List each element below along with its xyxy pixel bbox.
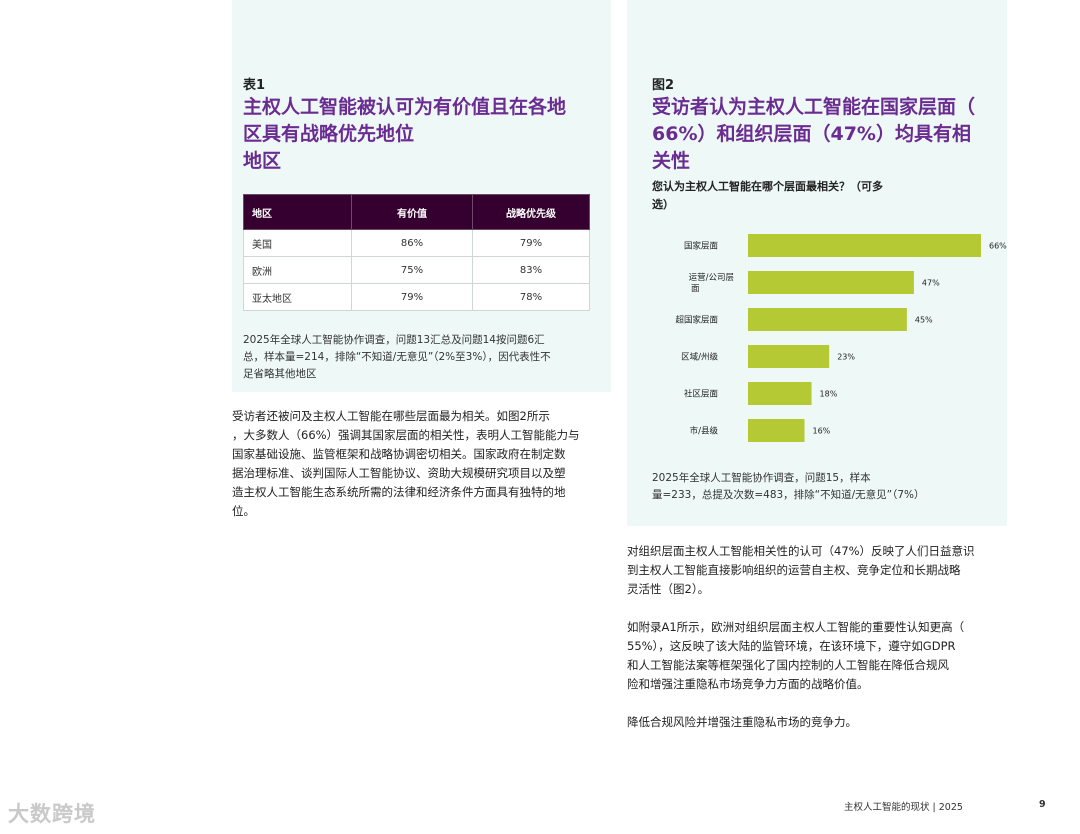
body-line: 受访者还被问及主权人工智能在哪些层面最为相关。如图2所示 [232, 409, 550, 423]
chart-bar [748, 382, 812, 405]
chart-bar [748, 308, 907, 331]
question-line: 您认为主权人工智能在哪个层面最相关？（可多 [652, 180, 883, 193]
chart-category-label: 超国家层面 [675, 315, 718, 326]
watermark-text: 大数跨境 [8, 802, 96, 826]
figure-title-line: 66%）和组织层面（47%）均具有相 [652, 123, 971, 145]
table-row: 亚太地区 79% 78% [243, 283, 590, 311]
chart-category-label: 社区层面 [684, 389, 719, 400]
body-line: ，大多数人（66%）强调其国家层面的相关性，表明人工智能能力与 [232, 428, 580, 442]
note-line: 总，样本量=214，排除“不知道/无意见”（2%至3%），因代表性不 [243, 351, 551, 363]
chart-bar [748, 234, 981, 257]
cell-region: 亚太地区 [243, 283, 352, 311]
table-row: 欧洲 75% 83% [243, 256, 590, 284]
page-number: 9 [1039, 799, 1046, 810]
chart-category-label: 国家层面 [684, 241, 719, 252]
region-table: 地区 有价值 战略优先级 美国 86% 79% 欧洲 75% 83% 亚太地区 … [243, 194, 590, 311]
note-line: 2025年全球人工智能协作调查，问题13汇总及问题14按问题6汇 [243, 334, 545, 346]
chart-value-label: 47% [922, 279, 940, 288]
body-line: 对组织层面主权人工智能相关性的认可（47%）反映了人们日益意识 [627, 544, 975, 558]
body-line: 如附录A1所示，欧洲对组织层面主权人工智能的重要性认知更高（ [627, 620, 965, 634]
footer-text: 主权人工智能的现状 | 2025 [844, 802, 963, 813]
body-line: 造主权人工智能生态系统所需的法律和经济条件方面具有独特的地 [232, 485, 566, 499]
chart-value-label: 16% [812, 427, 830, 436]
table-header-row: 地区 有价值 战略优先级 [243, 194, 590, 230]
cell-priority: 79% [472, 229, 590, 257]
table-label: 表1 [243, 78, 266, 93]
cell-region: 欧洲 [243, 256, 352, 284]
body-line: 到主权人工智能直接影响组织的运营自主权、竞争定位和长期战略 [627, 563, 961, 577]
figure-title-line: 受访者认为主权人工智能在国家层面（ [652, 96, 976, 118]
cell-region: 美国 [243, 229, 352, 257]
figure-label: 图2 [652, 78, 675, 93]
figure-question: 您认为主权人工智能在哪个层面最相关？（可多 选） [652, 178, 883, 214]
chart-bar [748, 345, 830, 368]
table-title-line: 地区 [243, 150, 282, 172]
body-line: 位。 [232, 504, 255, 518]
bar-chart: 国家层面 66% 运营/公司层面 47% 超国家层面 45% 区域/州级 23% 社区层面 18%… [675, 234, 1007, 442]
figure-title: 受访者认为主权人工智能在国家层面（ 66%）和组织层面（47%）均具有相 关性 [652, 94, 975, 175]
table-source-note: 2025年全球人工智能协作调查，问题13汇总及问题14按问题6汇 总，样本量=2… [243, 332, 551, 383]
chart-value-label: 18% [820, 390, 838, 399]
note-line: 2025年全球人工智能协作调查，问题15，样本 [652, 472, 871, 484]
cell-priority: 83% [472, 256, 590, 284]
body-line: 险和增强注重隐私市场竞争力方面的战略价值。 [627, 677, 869, 691]
chart-category-label: 市/县级 [690, 426, 719, 437]
table-title-line: 主权人工智能被认可为有价值且在各地 [243, 96, 567, 118]
table-title-line: 区具有战略优先地位 [243, 123, 415, 145]
figure-panel [627, 0, 1007, 526]
header-priority: 战略优先级 [472, 194, 590, 230]
chart-value-label: 45% [915, 316, 933, 325]
cell-valuable: 79% [351, 283, 473, 311]
question-line: 选） [652, 198, 674, 211]
figure-source-note: 2025年全球人工智能协作调查，问题15，样本 量=233，总提及次数=483，… [652, 470, 925, 504]
chart-category-label: 运营/公司层面 [689, 272, 734, 294]
header-valuable: 有价值 [351, 194, 473, 230]
cell-priority: 78% [472, 283, 590, 311]
figure-title-line: 关性 [652, 150, 691, 172]
table-title: 主权人工智能被认可为有价值且在各地 区具有战略优先地位 地区 [243, 94, 566, 175]
cell-valuable: 86% [351, 229, 473, 257]
body-line: 国家基础设施、监管框架和战略协调密切相关。国家政府在制定数 [232, 447, 566, 461]
chart-category-label: 区域/州级 [681, 352, 718, 363]
right-body-p1: 对组织层面主权人工智能相关性的认可（47%）反映了人们日益意识 到主权人工智能直… [627, 542, 975, 599]
chart-value-label: 23% [837, 353, 855, 362]
chart-bar [748, 271, 914, 294]
body-line: 降低合规风险并增强注重隐私市场的竞争力。 [627, 715, 857, 729]
right-body-p3: 降低合规风险并增强注重隐私市场的竞争力。 [627, 713, 857, 732]
left-body-text: 受访者还被问及主权人工智能在哪些层面最为相关。如图2所示 ，大多数人（66%）强… [232, 407, 580, 521]
right-body-p2: 如附录A1所示，欧洲对组织层面主权人工智能的重要性认知更高（ 55%），这反映了… [627, 618, 964, 694]
cell-valuable: 75% [351, 256, 473, 284]
note-line: 足省略其他地区 [243, 368, 317, 380]
body-line: 和人工智能法案等框架强化了国内控制的人工智能在降低合规风 [627, 658, 949, 672]
watermark-logo: 大数跨境 [8, 798, 96, 828]
body-line: 灵活性（图2）。 [627, 582, 710, 596]
header-region: 地区 [243, 194, 352, 230]
body-line: 据治理标准、谈判国际人工智能协议、资助大规模研究项目以及塑 [232, 466, 566, 480]
table-row: 美国 86% 79% [243, 229, 590, 257]
chart-value-label: 66% [989, 242, 1007, 251]
note-line: 量=233，总提及次数=483，排除“不知道/无意见”（7%） [652, 489, 925, 501]
body-line: 55%），这反映了该大陆的监管环境，在该环境下，遵守如GDPR [627, 639, 956, 653]
chart-bar [748, 419, 805, 442]
